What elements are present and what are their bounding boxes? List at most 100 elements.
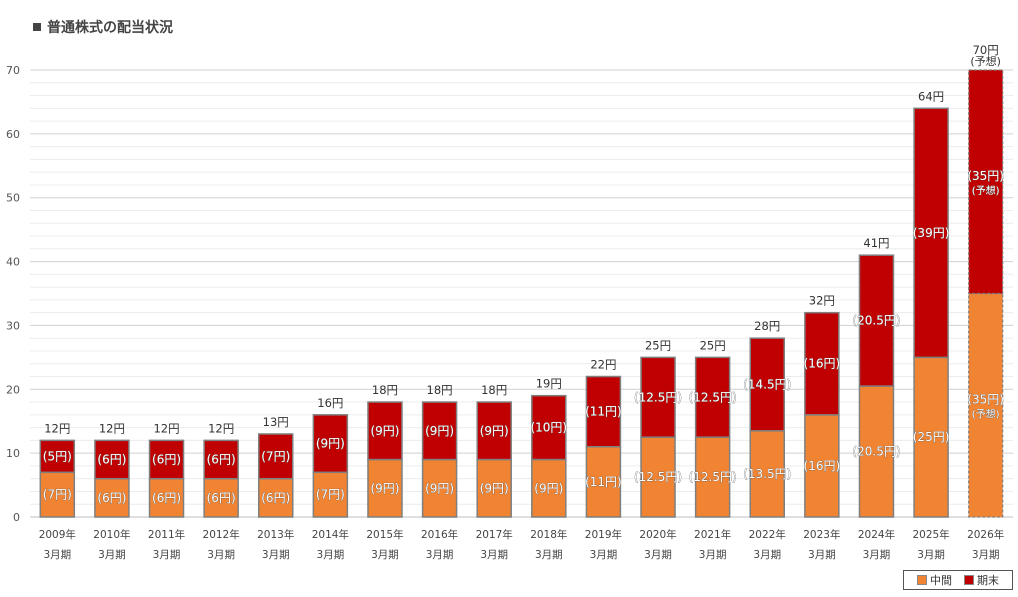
- total-label: 12円: [153, 421, 179, 435]
- x-tick-label-period: 3月期: [535, 549, 563, 561]
- x-tick-label-year: 2026年: [967, 528, 1004, 541]
- x-tick-label-period: 3月期: [863, 549, 891, 561]
- x-tick-label-year: 2010年: [93, 528, 130, 541]
- total-label: 64円: [918, 89, 944, 103]
- total-label: 25円: [645, 338, 671, 352]
- x-tick-label-period: 3月期: [917, 549, 945, 561]
- x-tick-label-period: 3月期: [644, 549, 672, 561]
- total-label: 13円: [263, 415, 289, 429]
- x-tick-label-year: 2014年: [312, 528, 349, 541]
- bar-yearend: [476, 401, 512, 461]
- x-tick-label-year: 2019年: [585, 528, 622, 541]
- legend: 中間 期末: [903, 570, 1013, 590]
- total-label: 12円: [208, 421, 234, 435]
- y-tick-label: 40: [6, 256, 20, 269]
- total-label: 18円: [481, 383, 507, 397]
- bar-yearend: [258, 433, 294, 480]
- bar-yearend: [421, 401, 458, 461]
- data-label-yearend: (9円): [480, 424, 509, 438]
- total-label: 41円: [863, 236, 889, 250]
- legend-swatch-yearend: [964, 575, 974, 585]
- data-label-interim: (9円): [534, 481, 563, 495]
- data-label-yearend: (12.5円): [634, 390, 682, 404]
- total-label: 25円: [700, 338, 726, 352]
- x-tick-label-period: 3月期: [262, 549, 290, 561]
- data-label-yearend: (7円): [261, 449, 290, 463]
- bar-yearend: [312, 414, 349, 474]
- data-label-interim: (13.5円): [743, 467, 791, 481]
- x-tick-label-period: 3月期: [590, 549, 618, 561]
- total-label: 70円: [973, 43, 999, 57]
- data-label-interim: (12.5円): [634, 470, 682, 484]
- bar-interim: [312, 471, 349, 518]
- data-label-yearend: (5円): [43, 449, 72, 463]
- total-label: 32円: [809, 294, 835, 308]
- legend-label-yearend: 期末: [977, 574, 999, 587]
- y-tick-label: 10: [6, 447, 20, 460]
- data-label-yearend: (35円): [967, 169, 1004, 183]
- x-tick-label-year: 2021年: [694, 528, 731, 541]
- bar-interim: [640, 436, 676, 518]
- x-tick-label-year: 2016年: [421, 528, 458, 541]
- bar-interim: [421, 458, 458, 518]
- x-tick-label-year: 2022年: [749, 528, 786, 541]
- x-tick-label-period: 3月期: [207, 549, 235, 561]
- bar-yearend: [203, 439, 239, 480]
- total-label: 19円: [536, 377, 562, 391]
- total-label: 28円: [754, 319, 780, 333]
- y-tick-label: 50: [6, 192, 20, 205]
- chart-title: 普通株式の配当状況: [33, 17, 173, 37]
- bar-interim: [804, 414, 840, 518]
- x-tick-label-period: 3月期: [480, 549, 508, 561]
- data-label-interim: (6円): [97, 491, 126, 505]
- x-tick-label-period: 3月期: [43, 549, 71, 561]
- x-tick-label-year: 2015年: [366, 528, 403, 541]
- data-label-yearend: (10円): [530, 421, 567, 435]
- data-label-interim: (9円): [370, 481, 399, 495]
- y-tick-label: 0: [13, 511, 20, 524]
- data-label-yearend: (9円): [316, 437, 345, 451]
- data-label-yearend: (12.5円): [689, 390, 737, 404]
- data-label-yearend: (6円): [152, 453, 181, 467]
- data-label-yearend: (9円): [425, 424, 454, 438]
- bar-yearend: [749, 337, 785, 432]
- legend-swatch-interim: [917, 575, 927, 585]
- bar-interim: [913, 356, 949, 518]
- x-tick-label-period: 3月期: [317, 549, 345, 561]
- data-label-interim: (35円): [967, 392, 1004, 406]
- bar-yearend: [694, 356, 731, 438]
- data-label-yearend: (6円): [207, 453, 236, 467]
- bar-yearend: [94, 439, 130, 480]
- x-tick-label-period: 3月期: [972, 549, 1000, 561]
- bar-interim: [749, 430, 785, 518]
- x-tick-label-period: 3月期: [98, 549, 126, 561]
- x-tick-label-period: 3月期: [699, 549, 727, 561]
- forecast-note-interim: (予想): [972, 407, 1000, 420]
- x-tick-label-year: 2024年: [858, 528, 895, 541]
- data-label-yearend: (9円): [370, 424, 399, 438]
- bar-yearend: [968, 69, 1004, 295]
- data-label-interim: (6円): [152, 491, 181, 505]
- data-label-yearend: (16円): [804, 357, 841, 371]
- y-tick-label: 60: [6, 128, 20, 141]
- data-label-interim: (7円): [316, 488, 345, 502]
- y-tick-label: 30: [6, 319, 20, 332]
- x-tick-label-period: 3月期: [426, 549, 454, 561]
- y-tick-label: 20: [6, 383, 20, 396]
- bar-yearend: [39, 439, 76, 474]
- bar-yearend: [640, 356, 676, 438]
- bar-yearend: [367, 401, 403, 461]
- x-tick-label-year: 2011年: [148, 528, 185, 541]
- data-label-yearend: (14.5円): [743, 377, 791, 391]
- chart-title-text: 普通株式の配当状況: [47, 20, 173, 36]
- total-label: 12円: [99, 421, 125, 435]
- bar-interim: [258, 477, 294, 518]
- data-label-interim: (9円): [425, 481, 454, 495]
- x-tick-label-year: 2018年: [530, 528, 567, 541]
- x-tick-label-period: 3月期: [808, 549, 836, 561]
- data-label-yearend: (11円): [585, 405, 622, 419]
- data-label-interim: (11円): [585, 475, 622, 489]
- x-tick-label-year: 2013年: [257, 528, 294, 541]
- data-label-interim: (6円): [261, 491, 290, 505]
- data-label-yearend: (6円): [97, 453, 126, 467]
